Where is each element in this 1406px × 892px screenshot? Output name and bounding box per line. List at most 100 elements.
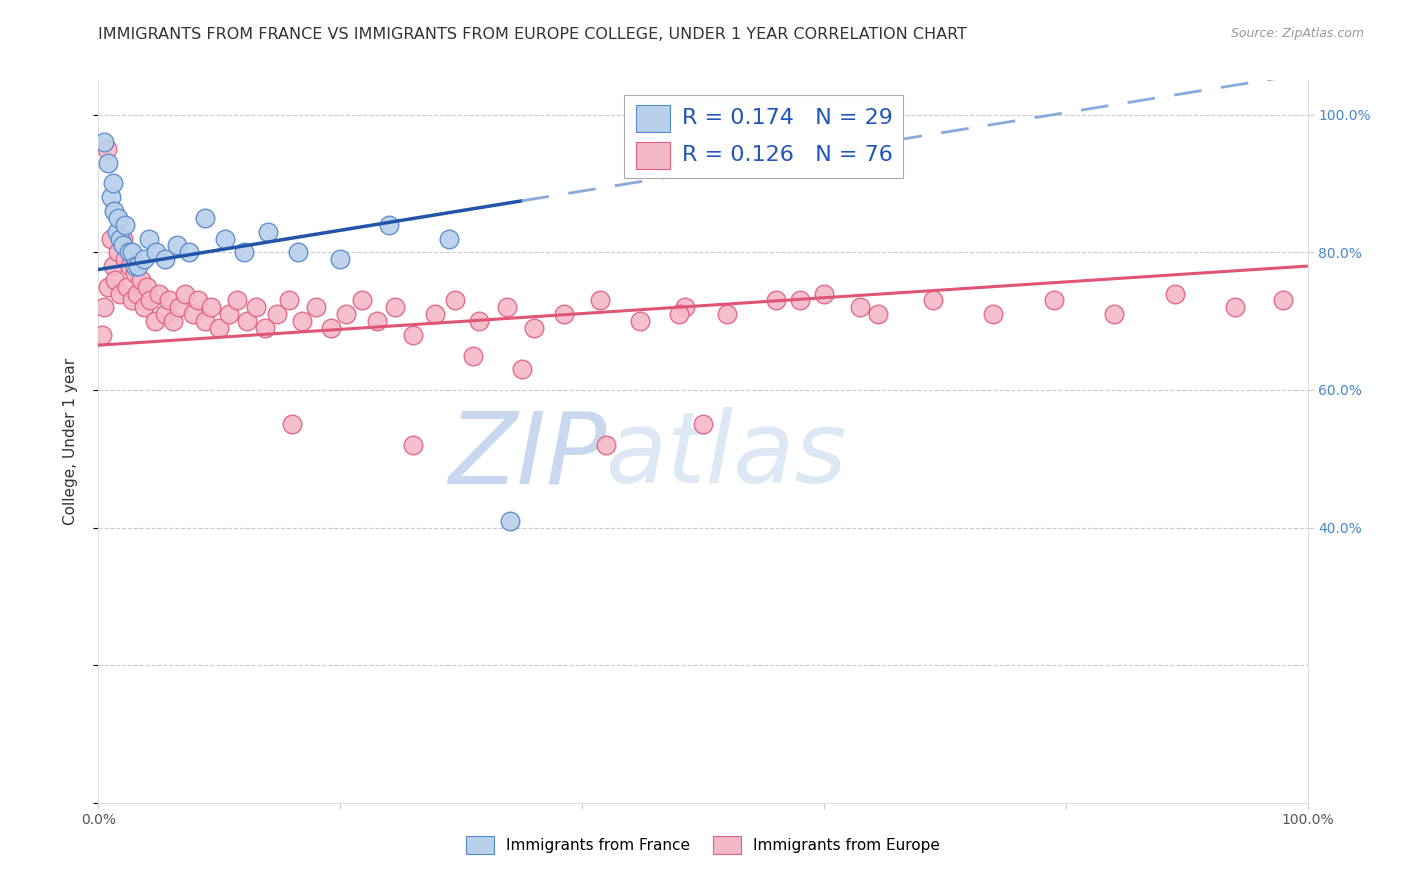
Y-axis label: College, Under 1 year: College, Under 1 year [63, 358, 77, 525]
Point [673, 301, 696, 315]
Point [335, 307, 357, 321]
Point [496, 301, 519, 315]
Point [849, 301, 872, 315]
Point [218, 307, 240, 321]
Point [377, 218, 399, 232]
Point [305, 301, 328, 315]
Point [117, 279, 139, 293]
Text: R = 0.174   N = 29: R = 0.174 N = 29 [682, 108, 893, 128]
Point [96, 142, 118, 156]
Point [981, 307, 1004, 321]
Point [107, 211, 129, 225]
Point [716, 307, 738, 321]
Text: R = 0.126   N = 76: R = 0.126 N = 76 [682, 145, 893, 165]
Point [402, 327, 425, 342]
Point [366, 314, 388, 328]
Point [135, 279, 157, 293]
Point [100, 231, 122, 245]
Point [232, 245, 254, 260]
Point [245, 301, 267, 315]
Point [97, 156, 120, 170]
Point [278, 293, 301, 308]
Point [668, 307, 690, 321]
Point [101, 177, 124, 191]
Point [97, 279, 120, 293]
Point [1163, 286, 1185, 301]
Point [157, 293, 180, 308]
Point [108, 231, 131, 245]
Text: atlas: atlas [606, 408, 848, 505]
Point [287, 245, 309, 260]
Point [1272, 293, 1295, 308]
Point [868, 307, 890, 321]
Point [121, 293, 143, 308]
Point [208, 321, 231, 335]
Point [254, 321, 277, 335]
Point [174, 286, 197, 301]
Point [162, 314, 184, 328]
Point [93, 301, 115, 315]
FancyBboxPatch shape [624, 95, 903, 178]
Point [181, 307, 204, 321]
Point [145, 245, 167, 260]
Point [692, 417, 714, 432]
Point [468, 314, 491, 328]
FancyBboxPatch shape [637, 105, 671, 132]
Text: IMMIGRANTS FROM FRANCE VS IMMIGRANTS FROM EUROPE COLLEGE, UNDER 1 YEAR CORRELATI: IMMIGRANTS FROM FRANCE VS IMMIGRANTS FRO… [98, 27, 967, 42]
Point [153, 252, 176, 267]
Point [595, 438, 617, 452]
Point [105, 225, 128, 239]
Point [169, 301, 191, 315]
Point [114, 252, 136, 267]
Point [129, 273, 152, 287]
Point [921, 293, 943, 308]
Point [214, 231, 236, 245]
Point [101, 259, 124, 273]
Point [553, 307, 575, 321]
Point [1042, 293, 1064, 308]
Point [200, 301, 222, 315]
Text: Source: ZipAtlas.com: Source: ZipAtlas.com [1230, 27, 1364, 40]
Point [194, 211, 217, 225]
Point [1223, 301, 1246, 315]
Point [813, 286, 835, 301]
Point [118, 259, 141, 273]
Point [402, 438, 425, 452]
Point [350, 293, 373, 308]
Point [444, 293, 467, 308]
Text: ZIP: ZIP [449, 408, 606, 505]
Point [111, 231, 134, 245]
Point [266, 307, 288, 321]
Point [187, 293, 209, 308]
Point [118, 245, 141, 260]
Point [121, 245, 143, 260]
Point [463, 349, 485, 363]
Point [124, 266, 146, 280]
Point [437, 231, 460, 245]
Point [148, 286, 170, 301]
Point [384, 301, 406, 315]
Point [127, 259, 149, 273]
Point [143, 314, 166, 328]
Point [139, 293, 162, 308]
Point [510, 362, 533, 376]
Point [153, 307, 176, 321]
Point [329, 252, 352, 267]
Point [423, 307, 446, 321]
Point [103, 204, 125, 219]
Point [134, 301, 156, 315]
Point [281, 417, 304, 432]
Point [179, 245, 201, 260]
Point [789, 293, 811, 308]
Point [91, 327, 114, 342]
Point [138, 231, 160, 245]
Point [114, 218, 136, 232]
Point [108, 286, 131, 301]
Legend: Immigrants from France, Immigrants from Europe: Immigrants from France, Immigrants from … [460, 830, 946, 860]
Point [765, 293, 787, 308]
Point [124, 259, 146, 273]
Point [166, 238, 188, 252]
Point [194, 314, 217, 328]
Point [100, 190, 122, 204]
Point [104, 273, 127, 287]
